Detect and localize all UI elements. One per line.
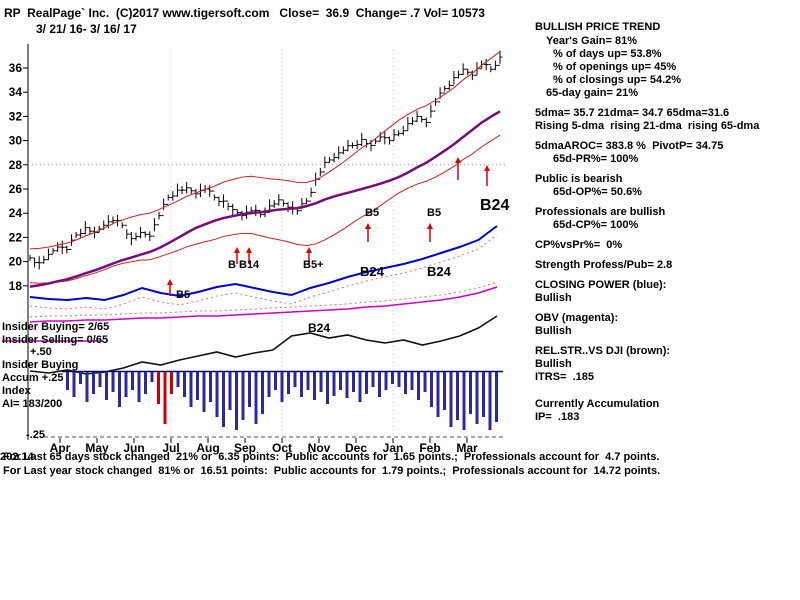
x-axis-label: Feb bbox=[419, 441, 440, 455]
left-annotation: -.25 bbox=[26, 429, 45, 441]
signal-label: B5 bbox=[427, 207, 441, 219]
x-axis-label: Jul bbox=[162, 441, 179, 455]
trading-bands-and-ma bbox=[29, 51, 501, 288]
x-axis-label: Nov bbox=[308, 441, 331, 455]
right-panel-line: Bullish bbox=[535, 325, 572, 337]
y-axis-label: 34 bbox=[9, 85, 23, 99]
signal-label: B B14 bbox=[228, 259, 260, 271]
right-panel-line: Bullish bbox=[535, 292, 572, 304]
left-annotation: Insider Buying bbox=[2, 359, 79, 371]
y-axis-label: 18 bbox=[9, 279, 23, 293]
x-axis-label: Jun bbox=[123, 441, 144, 455]
right-panel-line: Professionals are bullish bbox=[535, 206, 666, 218]
signal-label: B24 bbox=[360, 264, 385, 279]
left-annotation: Insider Buying= 2/65 bbox=[2, 321, 110, 333]
upper-band-line bbox=[29, 51, 501, 250]
right-panel-line: % of days up= 53.8% bbox=[553, 48, 662, 60]
y-axis-label: 32 bbox=[9, 109, 23, 123]
left-annotation: AI= 183/200 bbox=[2, 398, 63, 410]
right-panel-line: Year's Gain= 81% bbox=[546, 35, 637, 47]
x-axis-label: Jan bbox=[383, 441, 404, 455]
right-panel-line: 65-day gain= 21% bbox=[546, 87, 639, 99]
x-axis-label: Apr bbox=[50, 441, 71, 455]
right-panel-line: 5dmaAROC= 383.8 % PivotP= 34.75 bbox=[535, 140, 724, 152]
signal-label: B5+ bbox=[303, 259, 324, 271]
x-axis-label: Mar bbox=[456, 441, 478, 455]
price-bars bbox=[29, 50, 503, 270]
left-annotation: Accum +.25 bbox=[2, 372, 64, 384]
signal-label: B24 bbox=[427, 264, 452, 279]
axes: 36 34 32 30 28 26 24 22 20 18 Apr May Jun Jul Aug Sep Oc… bbox=[9, 44, 505, 455]
left-annotation: Insider Selling= 0/65 bbox=[2, 334, 109, 346]
signal-label: B5 bbox=[365, 207, 379, 219]
x-axis-label: Sep bbox=[234, 441, 256, 455]
y-axis-label: 36 bbox=[9, 61, 23, 75]
ma65-line bbox=[29, 110, 501, 288]
right-panel-line: 65d-CP%= 100% bbox=[553, 219, 639, 231]
right-panel-line: 5dma= 35.7 21dma= 34.7 65dma=31.6 bbox=[535, 107, 730, 119]
x-axis-label: Aug bbox=[196, 441, 219, 455]
right-panel-line: CP%vsPr%= 0% bbox=[535, 239, 623, 251]
left-annotation: Index bbox=[2, 385, 31, 397]
right-panel-line: Currently Accumulation bbox=[535, 398, 660, 410]
closing-power bbox=[29, 225, 498, 310]
right-panel-line: REL.STR..VS DJI (brown): bbox=[535, 345, 671, 357]
right-panel-line: CLOSING POWER (blue): bbox=[535, 279, 667, 291]
signal-label: B5 bbox=[176, 289, 190, 301]
y-axis-label: 22 bbox=[9, 230, 23, 244]
signal-label: B24 bbox=[480, 197, 509, 214]
closing-power-line bbox=[29, 225, 498, 302]
lower-band-line bbox=[29, 134, 501, 284]
footer-overlap-number: 202.14 bbox=[0, 451, 34, 463]
y-axis-label: 28 bbox=[9, 158, 23, 172]
y-axis-label: 20 bbox=[9, 255, 23, 269]
signal-arrows bbox=[167, 157, 490, 296]
accumulation-histogram bbox=[2, 340, 503, 430]
right-panel-line: BULLISH PRICE TREND bbox=[535, 21, 661, 33]
right-panel-line: Bullish bbox=[535, 358, 572, 370]
x-axis-label: Oct bbox=[272, 441, 292, 455]
right-panel-line: % of openings up= 45% bbox=[553, 61, 677, 73]
obv bbox=[29, 281, 498, 323]
x-axis-label: Dec bbox=[345, 441, 367, 455]
y-axis-label: 24 bbox=[9, 206, 23, 220]
right-panel-line: ITRS= .185 bbox=[535, 371, 595, 383]
right-panel-line: IP= .183 bbox=[535, 411, 580, 423]
right-panel-line: OBV (magenta): bbox=[535, 312, 619, 324]
right-panel-line: Rising 5-dma rising 21-dma rising 65-dma bbox=[535, 120, 760, 132]
signal-labels: B5 B B14 B5+ B5 B5 B24 B24 B24 B24 bbox=[176, 197, 509, 335]
right-panel-line: % of closings up= 54.2% bbox=[553, 74, 682, 86]
right-panel-line: 65d-OP%= 50.6% bbox=[553, 186, 642, 198]
x-axis-label: May bbox=[85, 441, 109, 455]
header-date-range: 3/ 21/ 16- 3/ 16/ 17 bbox=[36, 22, 137, 36]
left-annotation: +.50 bbox=[30, 346, 52, 358]
y-axis-label: 30 bbox=[9, 134, 23, 148]
right-panel-line: Public is bearish bbox=[535, 173, 623, 185]
header-title: RP RealPage` Inc. (C)2017 www.tigersoft.… bbox=[4, 6, 485, 20]
right-panel-line: 65d-PR%= 100% bbox=[553, 153, 639, 165]
right-panel-line: Strength Profess/Pub= 2.8 bbox=[535, 259, 673, 271]
y-axis-label: 26 bbox=[9, 182, 23, 196]
signal-label: B24 bbox=[308, 321, 330, 335]
obv-line bbox=[29, 286, 498, 323]
footer-line-65days: For Last 65 days stock changed 21% or 6.… bbox=[3, 451, 660, 463]
footer-line-year: For Last year stock changed 81% or 16.51… bbox=[3, 465, 661, 477]
